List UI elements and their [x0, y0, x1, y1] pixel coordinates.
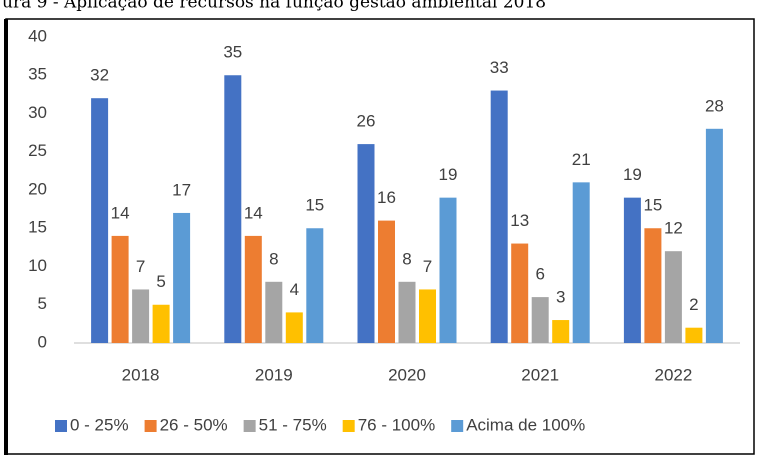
y-tick-label: 40: [28, 26, 47, 45]
y-tick-label: 5: [38, 294, 47, 313]
data-label: 19: [623, 165, 642, 184]
bar: [306, 228, 324, 343]
y-tick-label: 35: [28, 65, 47, 84]
bar: [173, 212, 191, 343]
data-label: 15: [643, 196, 662, 215]
bar: [111, 235, 129, 343]
legend-swatch: [342, 420, 355, 432]
bar: [285, 312, 303, 343]
bar: [265, 281, 283, 343]
data-label: 32: [90, 66, 109, 85]
x-tick-label: 2018: [122, 365, 160, 384]
bar: [685, 327, 703, 343]
data-label: 28: [705, 96, 724, 115]
legend-swatch: [144, 420, 157, 432]
bar: [419, 289, 436, 343]
bar: [244, 235, 262, 343]
data-label: 15: [305, 196, 324, 215]
y-tick-label: 30: [28, 103, 47, 122]
legend-swatch: [451, 420, 464, 432]
chart-title: ura 9 - Aplicação de recursos na função …: [2, 0, 546, 13]
bar: [572, 182, 590, 343]
bar: [152, 304, 170, 343]
bar: [705, 128, 723, 343]
data-label: 14: [111, 203, 130, 222]
x-tick-label: 2019: [255, 365, 293, 384]
data-label: 8: [402, 249, 411, 268]
bar: [552, 320, 570, 343]
bar: [511, 243, 529, 343]
legend-label: 51 - 75%: [259, 415, 327, 434]
bar: [490, 90, 508, 343]
data-label: 7: [136, 257, 145, 276]
data-label: 19: [439, 165, 458, 184]
y-tick-label: 25: [28, 141, 47, 160]
bar: [398, 281, 416, 343]
legend-swatch: [243, 420, 256, 432]
bar: [132, 289, 150, 343]
x-tick-label: 2022: [654, 365, 692, 384]
bar: [224, 75, 242, 343]
legend-label: Acima de 100%: [466, 415, 585, 434]
data-label: 21: [572, 150, 591, 169]
bar: [531, 297, 549, 343]
data-label: 7: [423, 257, 432, 276]
legend-label: 76 - 100%: [358, 415, 436, 434]
y-tick-label: 0: [38, 332, 47, 351]
data-label: 12: [664, 219, 683, 238]
bar: [91, 98, 109, 343]
y-tick-label: 10: [28, 256, 47, 275]
legend-label: 26 - 50%: [160, 415, 228, 434]
data-label: 2: [689, 295, 698, 314]
bar: [644, 228, 662, 343]
data-label: 14: [244, 203, 263, 222]
data-label: 35: [223, 43, 242, 62]
data-label: 26: [357, 112, 376, 131]
data-label: 6: [535, 265, 544, 284]
y-tick-label: 20: [28, 179, 47, 198]
y-tick-label: 15: [28, 218, 47, 237]
data-label: 5: [156, 272, 165, 291]
data-label: 33: [490, 58, 509, 77]
x-tick-label: 2020: [388, 365, 426, 384]
bar: [357, 144, 375, 343]
bar: [439, 197, 457, 343]
x-tick-label: 2021: [521, 365, 559, 384]
bar: [378, 220, 395, 343]
legend-swatch: [55, 420, 67, 432]
data-label: 16: [377, 188, 396, 207]
legend-label: 0 - 25%: [70, 415, 129, 434]
bar: [623, 197, 641, 343]
bar: [664, 251, 682, 343]
data-label: 3: [556, 288, 565, 307]
data-label: 17: [172, 180, 191, 199]
data-label: 8: [269, 249, 278, 268]
data-label: 4: [290, 280, 299, 299]
data-label: 13: [510, 211, 529, 230]
